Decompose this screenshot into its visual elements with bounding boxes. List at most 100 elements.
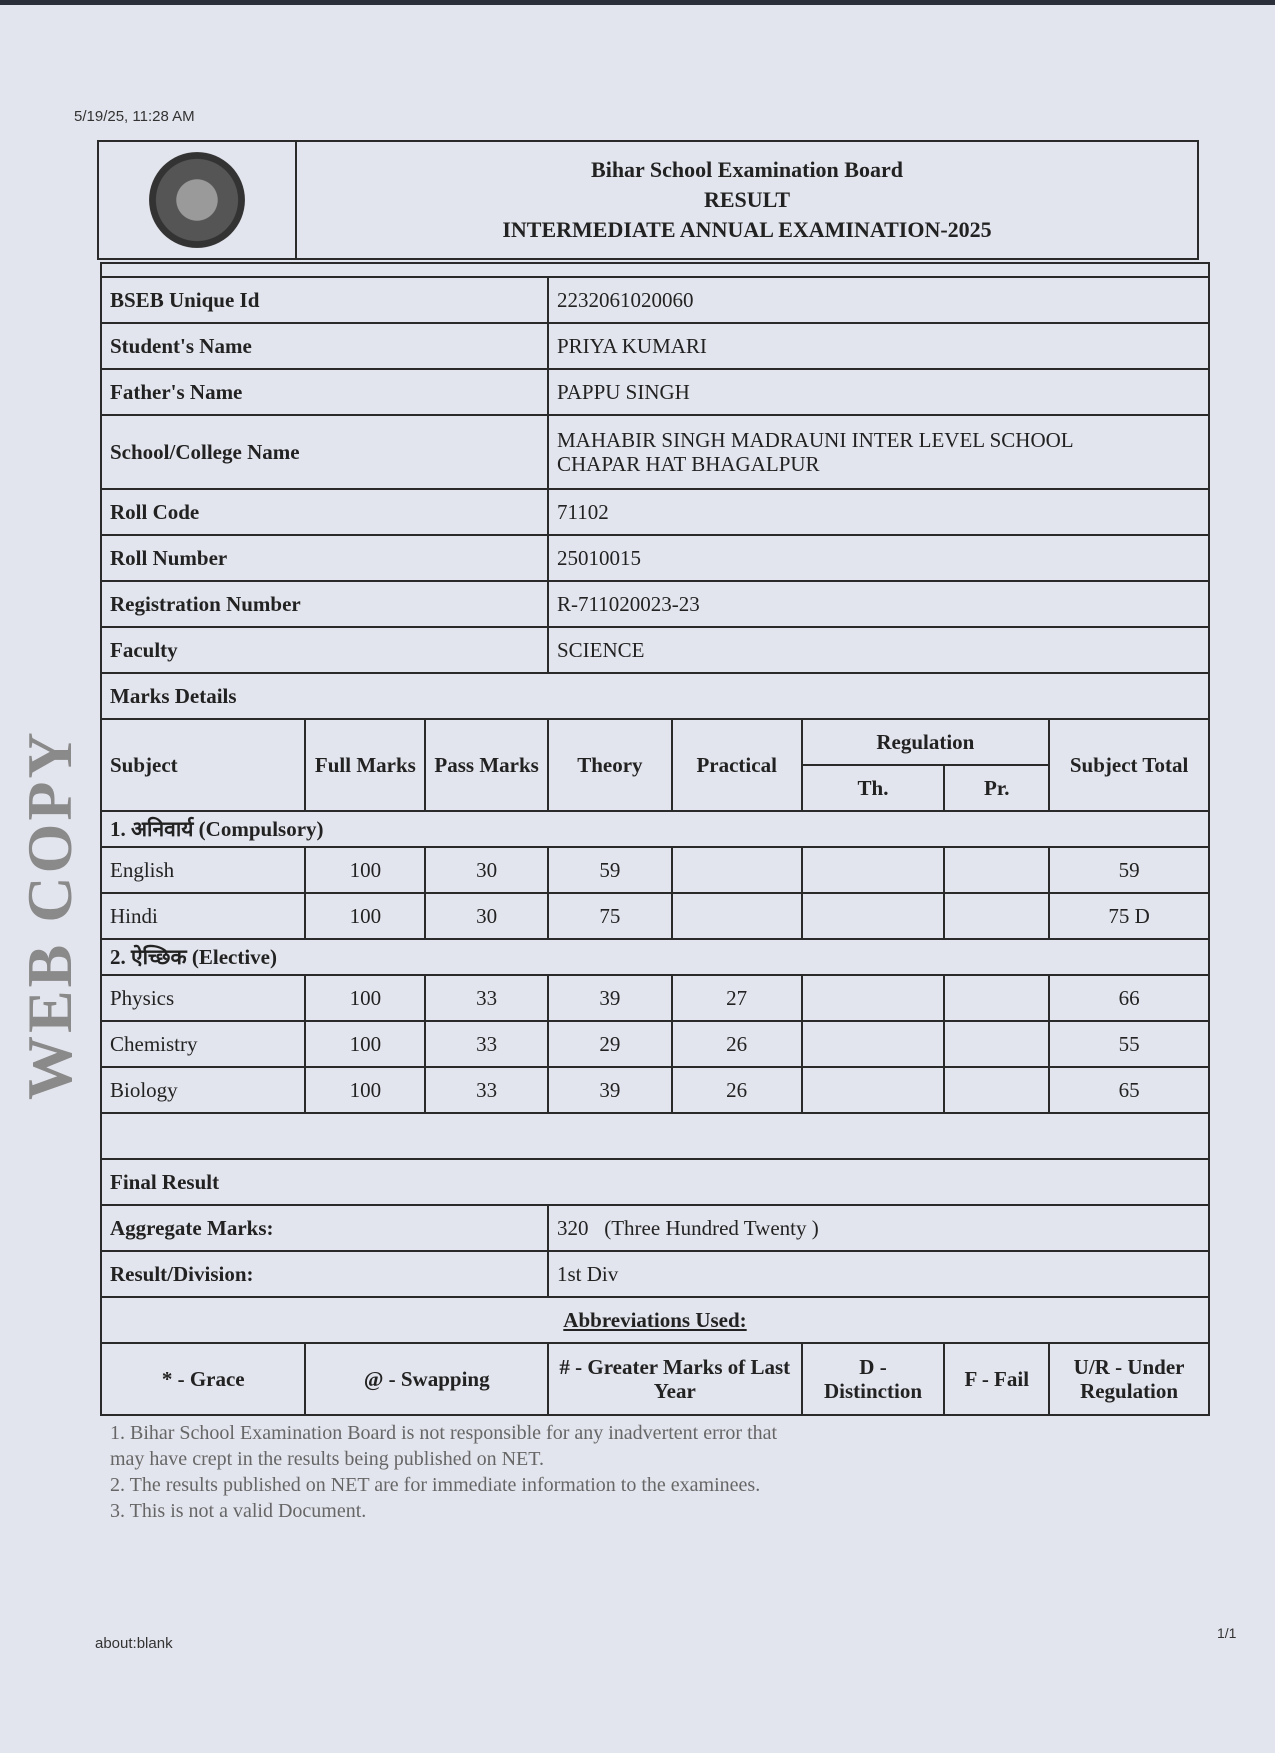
- info-row-registration: Registration Number R-711020023-23: [100, 580, 1211, 628]
- total: 55: [1048, 1020, 1210, 1068]
- practical: 27: [670, 974, 803, 1022]
- faculty-value: SCIENCE: [546, 626, 1211, 674]
- abbr-distinction: D - Distinction: [800, 1342, 946, 1416]
- scan-edge: [0, 0, 1275, 5]
- reg-pr: [943, 846, 1051, 894]
- label: Student's Name: [100, 322, 549, 370]
- full: 100: [304, 974, 427, 1022]
- subject: Biology: [99, 1066, 307, 1114]
- info-row-father: Father's Name PAPPU SINGH: [100, 368, 1211, 416]
- theory: 59: [546, 846, 673, 894]
- label: School/College Name: [100, 414, 549, 490]
- label: Faculty: [100, 626, 549, 674]
- reg-th: [800, 892, 946, 940]
- reg-th: [800, 974, 946, 1022]
- division-value: 1st Div: [546, 1250, 1211, 1298]
- final-result-heading: Final Result: [100, 1158, 1210, 1206]
- info-row-roll-number: Roll Number 25010015: [100, 534, 1211, 582]
- aggregate-row: Aggregate Marks: 320 (Three Hundred Twent…: [100, 1204, 1211, 1252]
- aggregate-words: (Three Hundred Twenty ): [604, 1216, 819, 1240]
- label: Aggregate Marks:: [100, 1204, 549, 1252]
- subject-row-chemistry: Chemistry 100 33 29 26 55: [99, 1020, 1210, 1068]
- web-copy-watermark: WEB COPY: [14, 729, 85, 1100]
- label: Registration Number: [100, 580, 549, 628]
- info-row-school: School/College Name MAHABIR SINGH MADRAUN…: [100, 414, 1211, 490]
- marks-header-row: Subject Full Marks Pass Marks Theory Pra…: [99, 718, 1210, 812]
- school-line-1: MAHABIR SINGH MADRAUNI INTER LEVEL SCHOO…: [556, 428, 1074, 452]
- reg-pr: [943, 1066, 1051, 1114]
- division-row: Result/Division: 1st Div: [100, 1250, 1211, 1298]
- abbr-fail: F - Fail: [943, 1342, 1051, 1416]
- info-row-name: Student's Name PRIYA KUMARI: [100, 322, 1211, 370]
- title-cell: Bihar School Examination Board RESULT IN…: [295, 140, 1199, 260]
- logo-cell: [97, 140, 297, 260]
- aggregate-value: 320 (Three Hundred Twenty ): [546, 1204, 1211, 1252]
- label: Roll Number: [100, 534, 549, 582]
- aggregate-number: 320: [556, 1216, 589, 1240]
- blank-row: [100, 1112, 1210, 1160]
- spacer-row: [100, 262, 1210, 278]
- theory: 39: [546, 1066, 673, 1114]
- header-row: Bihar School Examination Board RESULT IN…: [97, 140, 1199, 260]
- pass: 30: [424, 846, 549, 894]
- col-reg-th: Th.: [800, 764, 946, 812]
- abbreviations-row: * - Grace @ - Swapping # - Greater Marks…: [99, 1342, 1210, 1416]
- registration-value: R-711020023-23: [546, 580, 1211, 628]
- subject: English: [99, 846, 307, 894]
- exam-name: INTERMEDIATE ANNUAL EXAMINATION-2025: [502, 217, 992, 242]
- school-value: MAHABIR SINGH MADRAUNI INTER LEVEL SCHOO…: [546, 414, 1211, 490]
- label: BSEB Unique Id: [100, 276, 549, 324]
- total: 59: [1048, 846, 1210, 894]
- subject-row-physics: Physics 100 33 39 27 66: [99, 974, 1210, 1022]
- full: 100: [304, 1066, 427, 1114]
- roll-number-value: 25010015: [546, 534, 1211, 582]
- unique-id-value: 2232061020060: [546, 276, 1211, 324]
- disclaimer-line-2: 2. The results published on NET are for …: [110, 1474, 761, 1496]
- abbr-under-regulation: U/R - Under Regulation: [1048, 1342, 1210, 1416]
- subject-row-biology: Biology 100 33 39 26 65: [99, 1066, 1210, 1114]
- col-pass-marks: Pass Marks: [424, 718, 549, 812]
- footer-url: about:blank: [95, 1635, 173, 1652]
- group-compulsory: 1. अनिवार्य (Compulsory): [100, 810, 1210, 848]
- info-row-faculty: Faculty SCIENCE: [100, 626, 1211, 674]
- footer-page-number: 1/1: [1217, 1625, 1237, 1641]
- col-full-marks: Full Marks: [304, 718, 427, 812]
- total: 65: [1048, 1066, 1210, 1114]
- subject-row-english: English 100 30 59 59: [99, 846, 1210, 894]
- theory: 29: [546, 1020, 673, 1068]
- subject: Chemistry: [99, 1020, 307, 1068]
- practical: 26: [670, 1020, 803, 1068]
- col-subject: Subject: [99, 718, 307, 812]
- result-title: RESULT: [703, 187, 790, 212]
- reg-th: [800, 1020, 946, 1068]
- label: Father's Name: [100, 368, 549, 416]
- subject: Physics: [99, 974, 307, 1022]
- abbr-greater-marks: # - Greater Marks of Last Year: [546, 1342, 803, 1416]
- info-row-roll-code: Roll Code 71102: [100, 488, 1211, 536]
- pass: 30: [424, 892, 549, 940]
- reg-pr: [943, 974, 1051, 1022]
- father-name-value: PAPPU SINGH: [546, 368, 1211, 416]
- disclaimer-line-1b: may have crept in the results being publ…: [110, 1448, 544, 1470]
- practical: 26: [670, 1066, 803, 1114]
- print-timestamp: 5/19/25, 11:28 AM: [74, 108, 195, 125]
- full: 100: [304, 1020, 427, 1068]
- total: 66: [1048, 974, 1210, 1022]
- practical: [670, 892, 803, 940]
- label: Result/Division:: [100, 1250, 549, 1298]
- reg-th: [800, 846, 946, 894]
- pass: 33: [424, 974, 549, 1022]
- abbr-grace: * - Grace: [99, 1342, 307, 1416]
- reg-pr: [943, 892, 1051, 940]
- full: 100: [304, 846, 427, 894]
- col-practical: Practical: [670, 718, 803, 812]
- abbr-swapping: @ - Swapping: [304, 1342, 549, 1416]
- subject-row-hindi: Hindi 100 30 75 75 D: [99, 892, 1210, 940]
- reg-pr: [943, 1020, 1051, 1068]
- pass: 33: [424, 1066, 549, 1114]
- full: 100: [304, 892, 427, 940]
- group-elective: 2. ऐच्छिक (Elective): [100, 938, 1210, 976]
- abbreviations-heading: Abbreviations Used:: [100, 1296, 1210, 1344]
- school-line-2: CHAPAR HAT BHAGALPUR: [556, 452, 820, 476]
- total: 75 D: [1048, 892, 1210, 940]
